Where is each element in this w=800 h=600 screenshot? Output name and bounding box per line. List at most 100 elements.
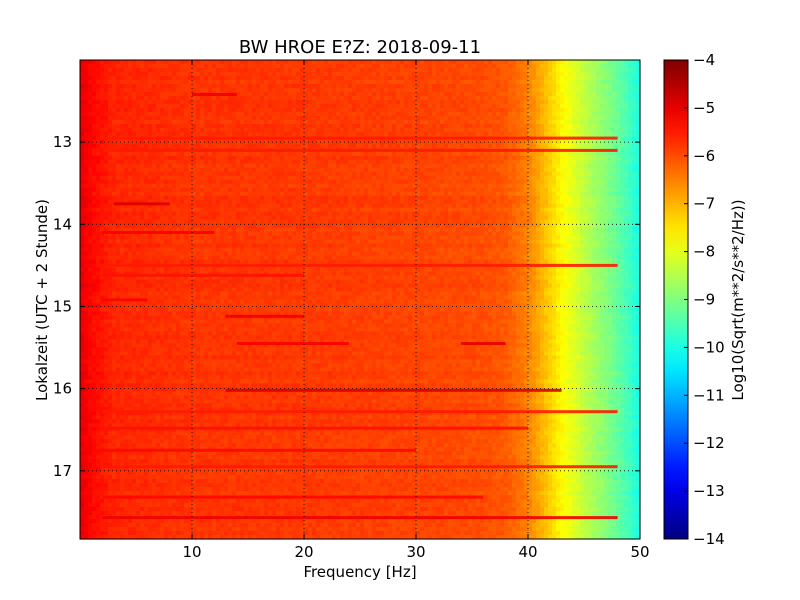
spectrogram-cell: [104, 171, 109, 177]
spectrogram-cell: [432, 187, 437, 193]
spectrogram-cell: [472, 167, 477, 173]
spectrogram-cell: [252, 175, 257, 181]
spectrogram-cell: [476, 71, 481, 77]
spectrogram-cell: [580, 159, 585, 165]
spectrogram-row: [80, 155, 641, 161]
spectrogram-cell: [632, 143, 637, 149]
spectrogram-cell: [440, 71, 445, 77]
spectrogram-cell: [140, 187, 145, 193]
spectrogram-cell: [564, 191, 569, 197]
spectrogram-cell: [212, 175, 217, 181]
spectrogram-cell: [176, 63, 181, 69]
spectrogram-cell: [104, 67, 109, 73]
spectrogram-cell: [144, 95, 149, 101]
spectrogram-cell: [204, 103, 209, 109]
spectrogram-cell: [636, 115, 641, 121]
spectrogram-cell: [120, 115, 125, 121]
spectrogram-cell: [516, 87, 521, 93]
spectrogram-cell: [104, 183, 109, 189]
spectrogram-cell: [256, 87, 261, 93]
spectrogram-cell: [280, 159, 285, 165]
spectrogram-cell: [356, 179, 361, 185]
spectrogram-cell: [140, 95, 145, 101]
spectrogram-cell: [308, 127, 313, 133]
spectrogram-cell: [260, 167, 265, 173]
spectrogram-cell: [404, 91, 409, 97]
spectrogram-cell: [264, 139, 269, 145]
spectrogram-cell: [512, 111, 517, 117]
spectrogram-cell: [388, 195, 393, 201]
spectrogram-cell: [512, 71, 517, 77]
spectrogram-cell: [196, 79, 201, 85]
spectrogram-cell: [268, 99, 273, 105]
spectrogram-cell: [152, 139, 157, 145]
spectrogram-cell: [168, 183, 173, 189]
spectrogram-cell: [192, 79, 197, 85]
spectrogram-cell: [452, 183, 457, 189]
spectrogram-cell: [528, 123, 533, 129]
spectrogram-cell: [160, 75, 165, 81]
spectrogram-cell: [108, 143, 113, 149]
spectrogram-cell: [320, 127, 325, 133]
spectrogram-cell: [472, 191, 477, 197]
spectrogram-cell: [464, 75, 469, 81]
spectrogram-cell: [600, 167, 605, 173]
spectrogram-cell: [416, 63, 421, 69]
spectrogram-cell: [444, 179, 449, 185]
spectrogram-cell: [632, 191, 637, 197]
spectrogram-cell: [620, 60, 625, 65]
spectrogram-cell: [208, 111, 213, 117]
spectrogram-cell: [300, 191, 305, 197]
spectrogram-cell: [528, 183, 533, 189]
spectrogram-cell: [152, 63, 157, 69]
spectrogram-cell: [584, 103, 589, 109]
spectrogram-cell: [464, 83, 469, 89]
spectrogram-cell: [80, 195, 85, 201]
spectrogram-cell: [260, 195, 265, 201]
spectrogram-cell: [84, 63, 89, 69]
spectrogram-cell: [432, 167, 437, 173]
spectrogram-cell: [436, 131, 441, 137]
spectrogram-cell: [292, 187, 297, 193]
spectrogram-cell: [96, 167, 101, 173]
spectrogram-cell: [608, 163, 613, 169]
spectrogram-cell: [528, 175, 533, 181]
spectrogram-cell: [268, 127, 273, 133]
spectrogram-cell: [376, 63, 381, 69]
spectrogram-cell: [532, 83, 537, 89]
spectrogram-cell: [116, 63, 121, 69]
spectrogram-cell: [92, 119, 97, 125]
spectrogram-cell: [324, 99, 329, 105]
spectrogram-cell: [164, 95, 169, 101]
spectrogram-cell: [288, 99, 293, 105]
spectrogram-cell: [544, 111, 549, 117]
spectrogram-cell: [260, 67, 265, 73]
spectrogram-cell: [152, 171, 157, 177]
spectrogram-cell: [324, 111, 329, 117]
spectrogram-cell: [528, 111, 533, 117]
spectrogram-cell: [188, 99, 193, 105]
spectrogram-cell: [580, 139, 585, 145]
spectrogram-cell: [164, 60, 169, 65]
spectrogram-cell: [428, 171, 433, 177]
spectrogram-cell: [116, 111, 121, 117]
spectrogram-cell: [496, 151, 501, 157]
spectrogram-cell: [536, 139, 541, 145]
spectrogram-cell: [212, 60, 217, 65]
spectrogram-cell: [348, 171, 353, 177]
spectrogram-cell: [212, 159, 217, 165]
spectrogram-cell: [576, 79, 581, 85]
spectrogram-cell: [228, 79, 233, 85]
spectrogram-cell: [568, 63, 573, 69]
spectrogram-cell: [100, 79, 105, 85]
spectrogram-cell: [328, 183, 333, 189]
spectrogram-cell: [180, 183, 185, 189]
spectrogram-cell: [568, 191, 573, 197]
spectrogram-cell: [632, 87, 637, 93]
spectrogram-cell: [84, 167, 89, 173]
spectrogram-cell: [232, 167, 237, 173]
spectrogram-cell: [612, 175, 617, 181]
spectrogram-cell: [196, 179, 201, 185]
spectrogram-cell: [184, 63, 189, 69]
spectrogram-cell: [292, 191, 297, 197]
